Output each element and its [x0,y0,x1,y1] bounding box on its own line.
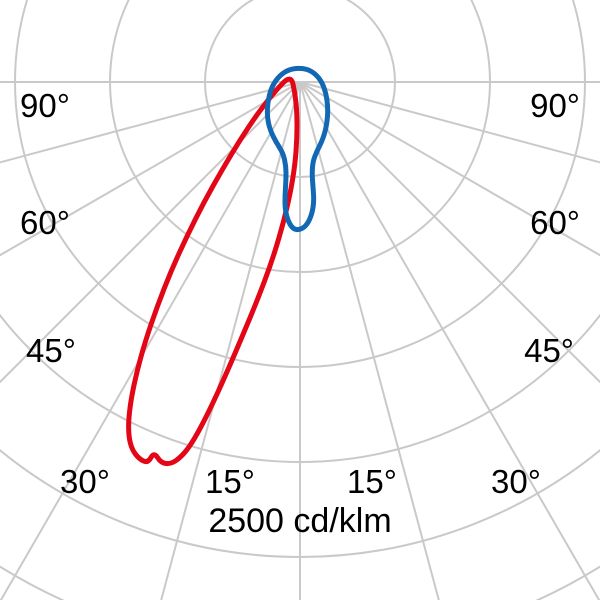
angle-label-right-30: 30° [491,463,541,500]
angle-label-left-45: 45° [26,332,76,369]
angle-label-bottom-15-right: 15° [347,463,397,500]
grid-ray [299,81,600,164]
curves-layer [126,65,331,467]
grid-ray [299,81,440,600]
grid-ray [0,81,301,384]
angle-label-right-45: 45° [524,332,574,369]
grid-ray [0,81,301,600]
angle-label-left-30: 30° [60,463,110,500]
grid-ray [299,81,600,600]
angle-label-bottom-15-left: 15° [205,463,255,500]
curve-blue [264,65,331,233]
angle-label-left-90: 90° [20,87,70,124]
grid-ray [299,81,600,257]
curve-red [126,76,300,467]
angle-label-right-90: 90° [530,87,580,124]
grid-ray [0,81,301,164]
angle-label-left-60: 60° [20,204,70,241]
angle-label-right-60: 60° [530,204,580,241]
scale-label: 2500 cd/klm [208,502,391,540]
grid-ray [0,81,301,257]
grid-ray [299,81,600,384]
